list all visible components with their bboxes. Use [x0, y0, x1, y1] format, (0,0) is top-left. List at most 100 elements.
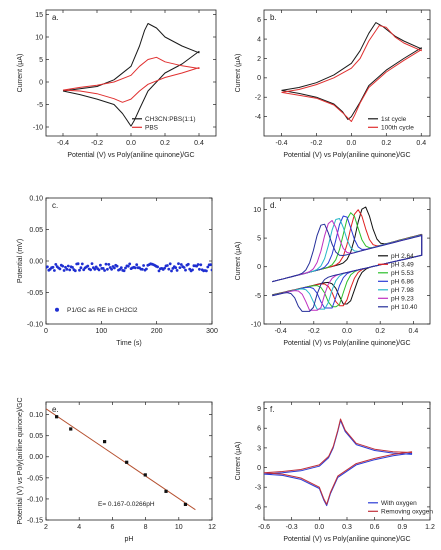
- y-tick-label: 0: [257, 264, 261, 271]
- panel-label: f.: [270, 405, 274, 414]
- data-point: [78, 268, 81, 272]
- y-tick-label: -0.15: [27, 517, 43, 524]
- data-point: [186, 262, 190, 266]
- legend-label: pH 5.53: [391, 270, 414, 277]
- data-point: [199, 263, 203, 267]
- cv-curve: [264, 418, 413, 505]
- data-point: [113, 266, 116, 270]
- data-point: [65, 267, 69, 271]
- panel-d: -0.4 -0.2 0.0 0.2 0.4 -10 -5 0 5 10 Potential (V) …: [235, 197, 431, 347]
- plot-area: [46, 408, 196, 511]
- data-point: [170, 269, 173, 273]
- legend-label: PBS: [145, 125, 159, 132]
- cv-curve: [62, 56, 200, 103]
- data-point: [122, 269, 126, 273]
- legend-marker: [55, 307, 59, 312]
- data-point: [196, 263, 200, 266]
- x-tick-label: 0.6: [370, 524, 380, 531]
- plot-frame: [45, 401, 213, 521]
- x-tick-label: 1.2: [425, 524, 435, 531]
- panel-e: 2 4 6 8 10 12 -0.15 -0.10 -0.05 0.00 0.05 0.10 pH Pot…: [17, 397, 216, 543]
- y-tick-label: 0.10: [29, 412, 43, 419]
- data-point: [167, 267, 171, 271]
- x-axis-label: Potential (V) vs Poly(aniline quinone)/G…: [283, 340, 410, 347]
- data-point: [183, 502, 188, 507]
- data-point: [163, 266, 167, 270]
- plot-area: [46, 262, 212, 273]
- x-tick-label: 8: [144, 524, 148, 531]
- y-tick-label: 5: [39, 57, 43, 64]
- y-tick-label: 0.10: [29, 195, 43, 202]
- data-point: [115, 264, 119, 268]
- x-tick-label: 12: [208, 524, 216, 531]
- data-point: [166, 264, 169, 267]
- y-tick-label: 5: [257, 235, 261, 242]
- data-point: [168, 262, 172, 266]
- data-point: [89, 268, 92, 272]
- data-point: [142, 264, 146, 267]
- plot-area: [272, 206, 423, 312]
- x-tick-label: 0: [44, 328, 48, 335]
- data-point: [46, 265, 49, 269]
- y-tick-label: -5: [255, 293, 261, 300]
- data-point: [61, 264, 65, 268]
- y-tick-label: -0.10: [27, 321, 43, 328]
- y-tick-label: -6: [255, 504, 261, 511]
- y-tick-label: 0: [257, 465, 261, 472]
- data-point: [64, 265, 67, 269]
- y-tick-label: -2: [255, 95, 261, 102]
- y-tick-label: -10: [33, 124, 43, 131]
- y-tick-label: 3: [257, 445, 261, 452]
- y-tick-label: 0.00: [29, 258, 43, 265]
- data-point: [205, 269, 208, 273]
- data-point: [66, 264, 70, 268]
- data-point: [54, 263, 58, 266]
- x-tick-label: 0.3: [342, 524, 352, 531]
- y-tick-label: 10: [35, 34, 43, 41]
- cv-curve: [281, 22, 422, 120]
- data-point: [125, 460, 129, 464]
- y-tick-label: 6: [257, 17, 261, 24]
- x-tick-label: 0.9: [397, 524, 407, 531]
- data-point: [101, 267, 105, 270]
- plot-frame: [263, 9, 431, 137]
- x-tick-label: -0.2: [310, 140, 322, 147]
- panel-c: 0 100 200 300 -0.10 -0.05 0.00 0.05 0.10 Time (s)…: [17, 195, 218, 347]
- x-tick-label: -0.4: [57, 140, 69, 147]
- legend-label: pH 9.23: [391, 296, 414, 303]
- y-tick-label: 2: [257, 56, 261, 63]
- x-tick-label: 0.4: [194, 140, 204, 147]
- legend-label: pH 2.64: [391, 253, 414, 260]
- data-point: [106, 267, 109, 271]
- y-axis-label: Current (μA): [235, 54, 242, 93]
- data-point: [93, 267, 97, 271]
- legend-label: P1/GC as RE in CH2Cl2: [67, 307, 138, 314]
- data-point: [107, 263, 111, 266]
- x-tick-label: -0.2: [91, 140, 103, 147]
- x-tick-label: 0.4: [409, 328, 419, 335]
- plot-frame: [45, 197, 213, 325]
- panel-label: a.: [52, 13, 59, 22]
- legend-label: 100th cycle: [381, 125, 414, 132]
- panel-label: b.: [270, 13, 277, 22]
- x-tick-label: 100: [95, 328, 107, 335]
- data-point: [97, 268, 101, 272]
- x-tick-label: 2: [44, 524, 48, 531]
- data-point: [104, 262, 108, 266]
- cv-curve: [264, 419, 413, 507]
- panel-label: e.: [52, 405, 59, 414]
- x-tick-label: 300: [206, 328, 218, 335]
- x-axis-label: Potential (V) vs Poly(aniline quinone)/G…: [283, 152, 410, 159]
- x-tick-label: 4: [77, 524, 81, 531]
- data-point: [133, 266, 137, 270]
- legend-label: pH 7.98: [391, 287, 414, 294]
- data-point: [73, 269, 77, 273]
- y-tick-label: 9: [257, 406, 261, 413]
- data-point: [55, 415, 59, 419]
- data-point: [145, 267, 148, 271]
- y-tick-label: -10: [251, 321, 261, 328]
- y-tick-label: -5: [37, 102, 43, 109]
- data-point: [209, 263, 212, 267]
- x-tick-label: -0.3: [286, 524, 298, 531]
- data-point: [179, 263, 183, 266]
